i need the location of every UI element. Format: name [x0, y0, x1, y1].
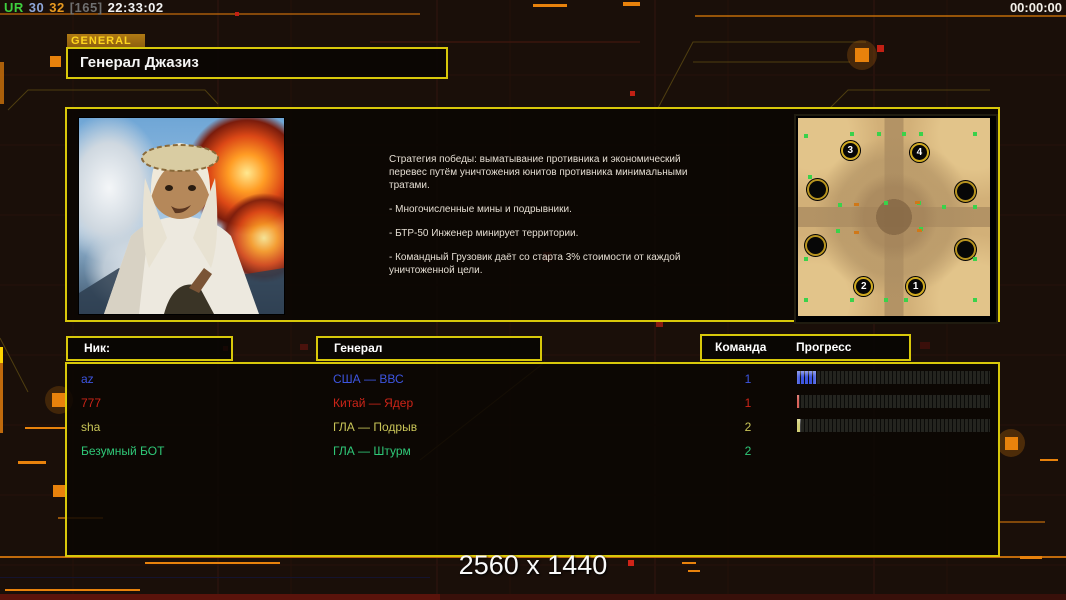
minimap-supply-dot	[916, 228, 922, 232]
player-row: sha ГЛА — Подрыв 2	[67, 416, 998, 440]
minimap-unit-dot	[838, 203, 843, 208]
minimap-unit-dot	[803, 256, 808, 261]
minimap-unit-dot	[849, 131, 854, 136]
minimap-unit-dot	[884, 201, 889, 206]
minimap-unit-dot	[972, 298, 977, 303]
player-progress-bar	[797, 419, 990, 432]
minimap-unit-dot	[876, 131, 881, 136]
player-team: 2	[744, 420, 752, 434]
map-resolution-label: 2560 x 1440	[458, 550, 608, 580]
minimap-start-position-1: 1	[906, 277, 926, 297]
minimap-position	[807, 179, 829, 201]
player-team: 2	[744, 444, 752, 458]
briefing-paragraph: - Многочисленные мины и подрывники.	[389, 204, 572, 215]
minimap-start-position-3: 3	[840, 140, 860, 160]
minimap-position	[805, 234, 827, 256]
player-progress-bar	[797, 371, 990, 384]
player-progress-fill	[797, 371, 817, 384]
minimap-unit-dot	[901, 131, 906, 136]
minimap-position	[955, 238, 977, 260]
player-table: az США — ВВС 1 777 Китай — Ядер 1 sha ГЛА — Под…	[65, 362, 1000, 557]
status-token: 32	[49, 0, 65, 15]
minimap-unit-dot	[803, 298, 808, 303]
player-general: ГЛА — Штурм	[333, 444, 411, 458]
status-token: UR	[4, 0, 24, 15]
minimap-unit-dot	[972, 205, 977, 210]
briefing-text: Стратегия победы: выматывание противника…	[389, 153, 701, 288]
general-tab-label: GENERAL	[67, 34, 145, 48]
briefing-paragraph: Стратегия победы: выматывание противника…	[389, 154, 688, 191]
player-nick: sha	[81, 420, 101, 434]
minimap-unit-dot	[803, 133, 808, 138]
header-team-progress: Команда Прогресс	[700, 334, 911, 361]
player-nick: Безумный БОТ	[81, 444, 165, 458]
player-row: Безумный БОТ ГЛА — Штурм 2	[67, 440, 998, 464]
status-token: 22:33:02	[107, 0, 164, 15]
minimap-unit-dot	[972, 131, 977, 136]
minimap-supply-dot	[915, 201, 921, 205]
status-token: 30	[28, 0, 45, 15]
minimap-unit-dot	[807, 175, 812, 180]
minimap-unit-dot	[884, 298, 889, 303]
status-bar-left: UR 30 32 [165] 22:33:02	[4, 0, 174, 15]
briefing-panel: Стратегия победы: выматывание противника…	[65, 107, 1000, 324]
minimap-unit-dot	[836, 228, 841, 233]
minimap-start-position-2: 2	[854, 277, 874, 297]
header-progress: Прогресс	[796, 340, 852, 354]
minimap-frame: 3 4 2 1	[794, 114, 998, 324]
minimap-unit-dot	[972, 256, 977, 261]
minimap-unit-dot	[849, 298, 854, 303]
player-general: США — ВВС	[333, 372, 404, 386]
player-progress-bar	[797, 395, 990, 408]
minimap-position	[955, 181, 977, 203]
briefing-paragraph: - БТР-50 Инженер минирует территории.	[389, 228, 579, 239]
general-portrait	[78, 117, 285, 315]
minimap-unit-dot	[918, 131, 923, 136]
player-team: 1	[744, 396, 752, 410]
minimap-supply-dot	[853, 230, 859, 234]
player-progress-fill	[797, 395, 799, 408]
status-tokens: UR 30 32 [165] 22:33:02	[4, 0, 169, 15]
status-token: [165]	[69, 0, 103, 15]
player-team: 1	[744, 372, 752, 386]
header-general: Генерал	[316, 336, 542, 361]
minimap-start-position-4: 4	[909, 142, 929, 162]
header-team: Команда	[715, 340, 767, 354]
minimap-supply-dot	[853, 203, 859, 207]
minimap: 3 4 2 1	[798, 118, 990, 316]
header-nick: Ник:	[66, 336, 233, 361]
minimap-unit-dot	[941, 205, 946, 210]
general-title: Генерал Джазиз	[66, 47, 448, 79]
player-general: Китай — Ядер	[333, 396, 414, 410]
minimap-unit-dot	[903, 298, 908, 303]
player-nick: 777	[81, 396, 102, 410]
player-row: 777 Китай — Ядер 1	[67, 392, 998, 416]
player-nick: az	[81, 372, 94, 386]
player-general: ГЛА — Подрыв	[333, 420, 418, 434]
match-timer: 00:00:00	[1009, 0, 1062, 15]
player-row: az США — ВВС 1	[67, 368, 998, 392]
player-progress-fill	[797, 419, 801, 432]
briefing-paragraph: - Командный Грузовик даёт со старта 3% с…	[389, 252, 681, 276]
